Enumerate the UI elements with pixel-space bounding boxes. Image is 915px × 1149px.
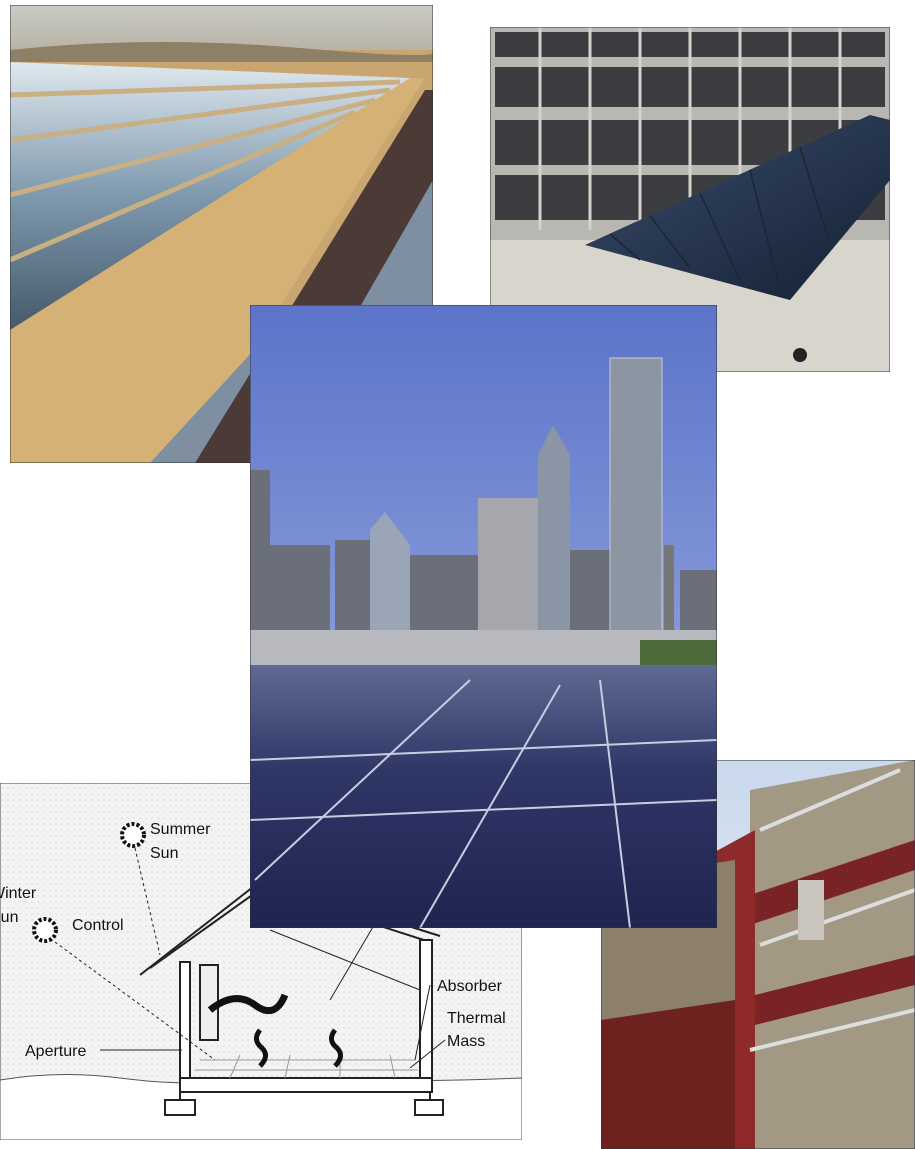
diagram-label: Mass (447, 1033, 485, 1050)
diagram-label: Thermal (447, 1010, 506, 1027)
diagram-label: Sun (0, 909, 18, 926)
diagram-label: Winter (0, 885, 37, 902)
diagram-label: Sun (150, 845, 178, 862)
diagram-label: Absorber (437, 978, 503, 995)
diagram-label: Summer (150, 821, 211, 838)
diagram-label: Control (72, 917, 124, 934)
diagram-label: Aperture (25, 1043, 86, 1060)
skyline-pv-photo (250, 305, 717, 928)
